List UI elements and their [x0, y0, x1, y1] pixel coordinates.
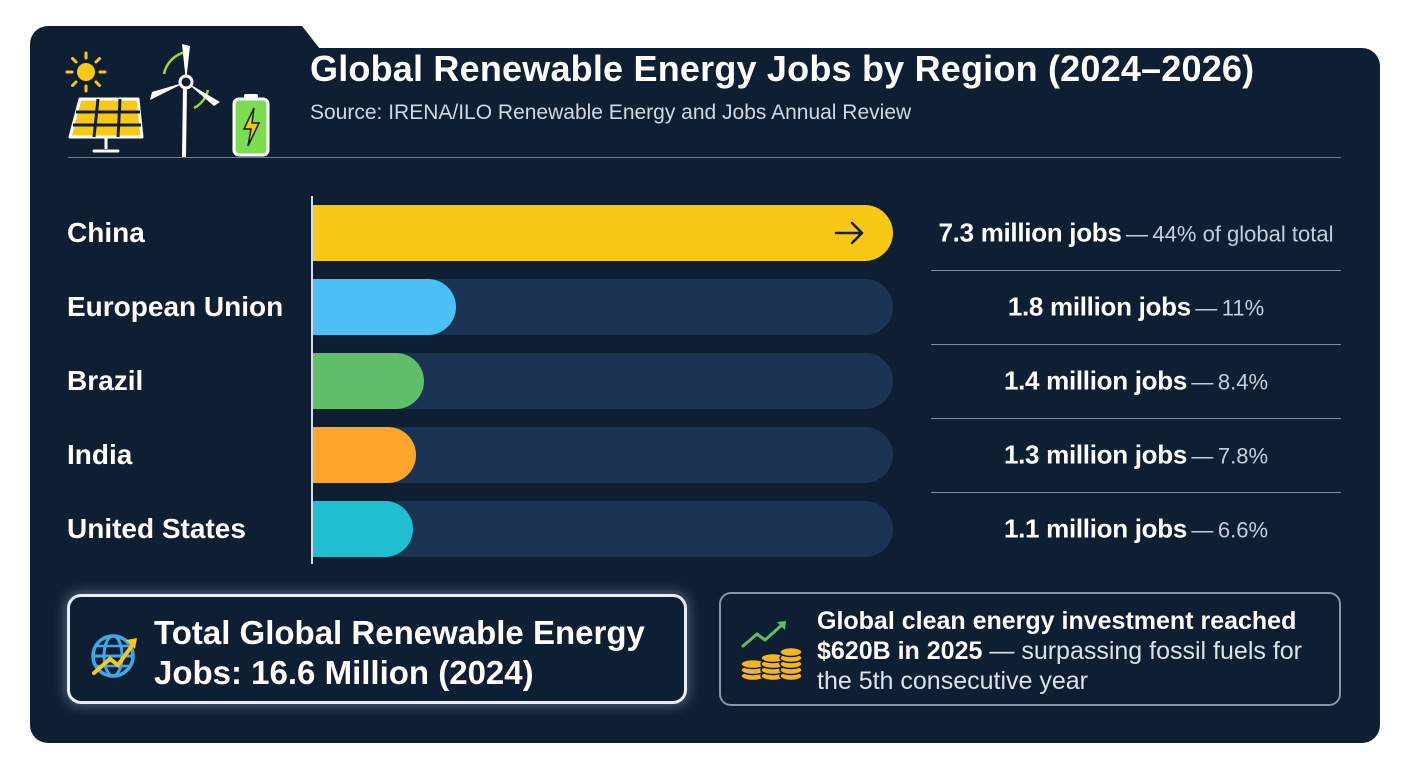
bar — [313, 427, 417, 483]
sun-icon — [65, 51, 107, 93]
value-divider — [931, 270, 1341, 271]
region-label: United States — [67, 513, 246, 544]
value-label: 7.3 million jobs — [938, 217, 1122, 248]
investment-separator: — — [989, 637, 1015, 665]
region-label: European Union — [67, 291, 284, 322]
energy-icons — [62, 40, 282, 160]
value-label-group: 7.3 million jobs — 44% of global total — [939, 218, 1334, 249]
value-label-group: 1.4 million jobs — 8.4% — [1004, 366, 1268, 397]
value-cell: 1.3 million jobs — 7.8% — [931, 419, 1341, 491]
battery-icon — [232, 94, 270, 157]
bar-track — [313, 427, 893, 483]
value-divider — [931, 492, 1341, 493]
bar — [313, 353, 425, 409]
bar — [313, 279, 456, 335]
value-cell: 1.8 million jobs — 11% — [931, 271, 1341, 343]
share-label: 7.8% — [1217, 443, 1269, 469]
value-separator: — — [1191, 369, 1214, 395]
value-label-group: 1.1 million jobs — 6.6% — [1004, 514, 1268, 545]
bar-track — [313, 353, 893, 409]
bar-track — [313, 205, 893, 261]
value-separator: — — [1125, 221, 1148, 247]
value-separator: — — [1191, 517, 1214, 543]
value-separator: — — [1191, 443, 1214, 469]
investment-detail: surpassing fossil fuels for the 5th cons… — [817, 637, 1302, 695]
share-label: 11% — [1221, 295, 1265, 321]
bar-track — [313, 501, 893, 557]
bar — [313, 501, 413, 557]
arrow-right-icon — [834, 221, 864, 245]
share-label: 44% of global total — [1152, 221, 1334, 247]
chart-subtitle: Source: IRENA/ILO Renewable Energy and J… — [310, 101, 912, 124]
value-divider — [931, 418, 1341, 419]
value-divider — [931, 344, 1341, 345]
chart-axis-line — [311, 196, 313, 564]
total-jobs-box: Total Global Renewable Energy Jobs: 16.6… — [67, 594, 687, 704]
region-label: India — [67, 439, 133, 470]
value-label: 1.1 million jobs — [1003, 513, 1187, 544]
share-label: 6.6% — [1217, 517, 1269, 543]
investment-callout: Global clean energy investment reached $… — [719, 592, 1341, 706]
value-cell: 7.3 million jobs — 44% of global total — [931, 197, 1341, 269]
investment-text: Global clean energy investment reached $… — [817, 606, 1327, 696]
value-label: 1.3 million jobs — [1003, 439, 1187, 470]
value-label: 1.8 million jobs — [1007, 291, 1191, 322]
wind-turbine-icon — [150, 44, 220, 159]
title-divider — [68, 157, 1341, 158]
total-jobs-text: Total Global Renewable Energy Jobs: 16.6… — [154, 614, 645, 691]
share-label: 8.4% — [1217, 369, 1269, 395]
chart-title: Global Renewable Energy Jobs by Region (… — [310, 48, 1255, 89]
value-label-group: 1.3 million jobs — 7.8% — [1004, 440, 1268, 471]
value-label: 1.4 million jobs — [1003, 365, 1187, 396]
solar-panel-icon — [68, 97, 144, 153]
bar — [313, 205, 893, 261]
region-label: China — [67, 217, 145, 248]
coins-growth-icon — [740, 621, 803, 682]
region-label: Brazil — [67, 365, 144, 396]
investment-highlight: Global clean energy investment reached $… — [817, 607, 1297, 665]
value-label-group: 1.8 million jobs — 11% — [1008, 292, 1264, 323]
value-cell: 1.4 million jobs — 8.4% — [931, 345, 1341, 417]
globe-growth-icon — [91, 634, 137, 678]
value-separator: — — [1195, 295, 1218, 321]
value-cell: 1.1 million jobs — 6.6% — [931, 493, 1341, 565]
bar-track — [313, 279, 893, 335]
